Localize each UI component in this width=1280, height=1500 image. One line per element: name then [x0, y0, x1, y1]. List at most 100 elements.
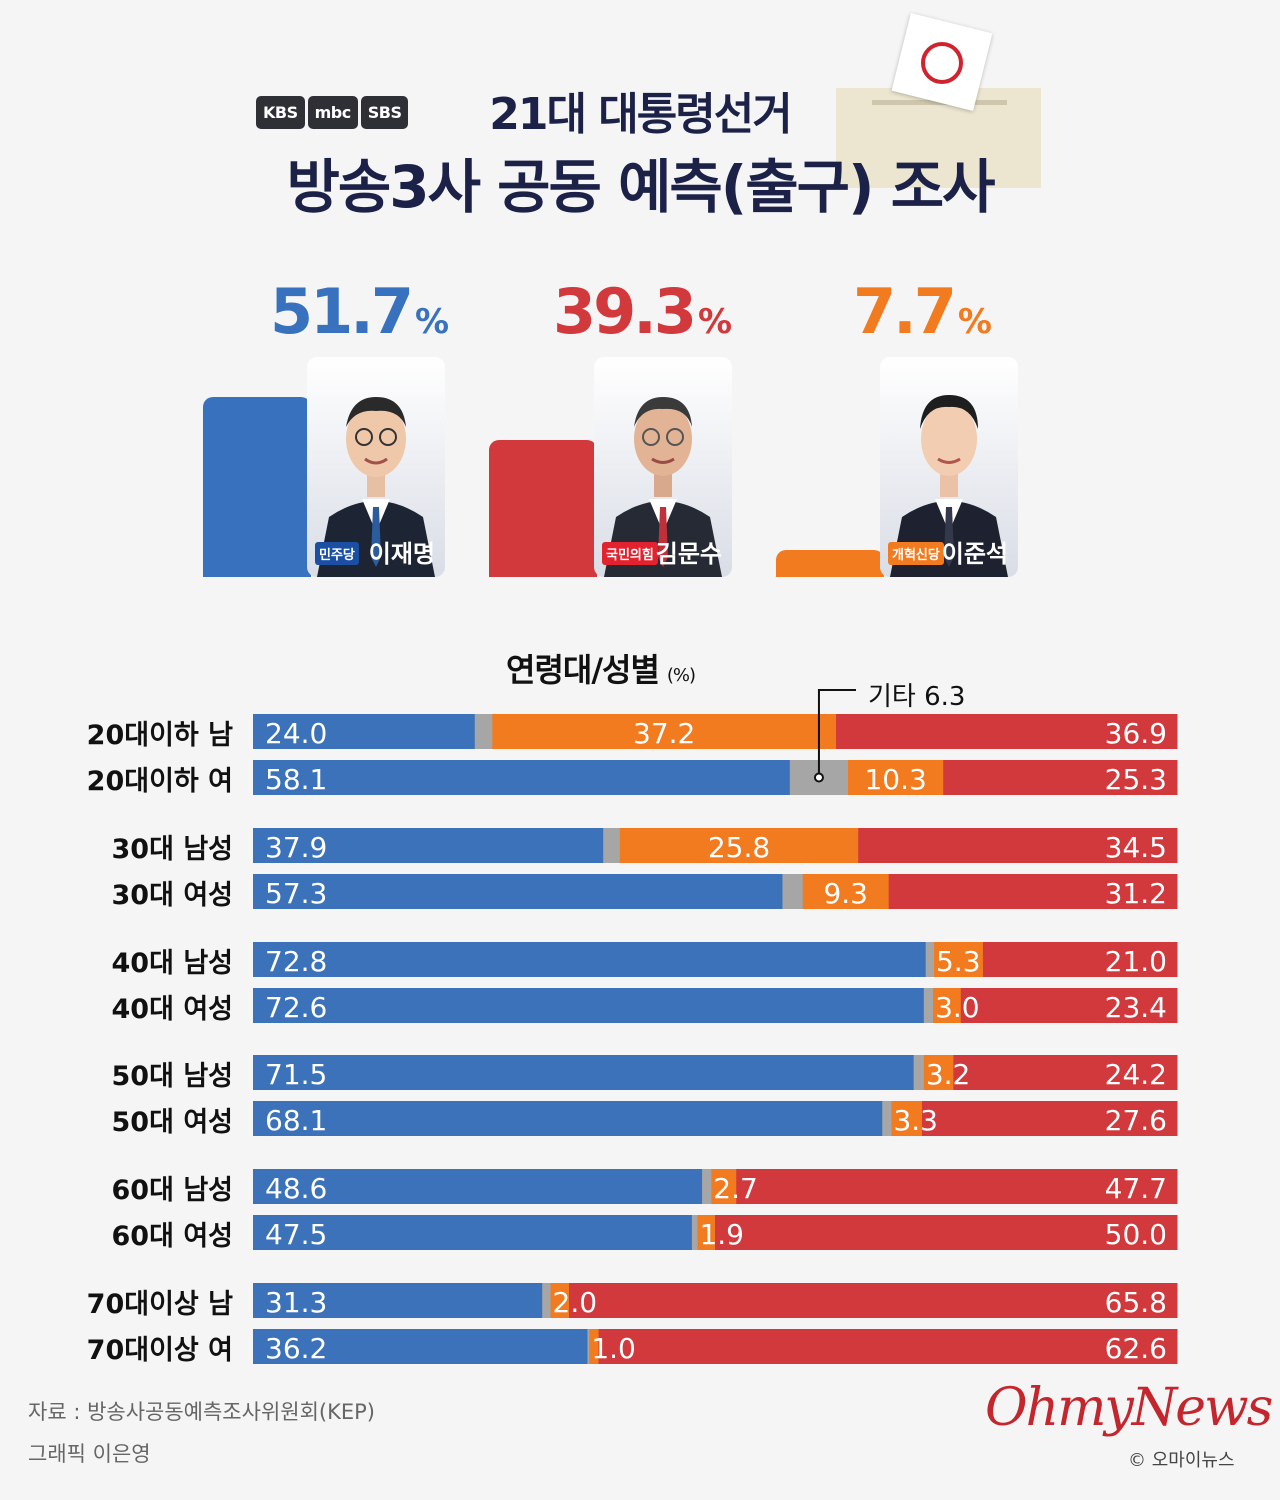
value-label-lee-js: 3.2 — [926, 1058, 971, 1091]
bar-lee-js-segment — [933, 988, 962, 1023]
bar-kim-segment — [888, 874, 1178, 909]
bar-lee-segment — [253, 1215, 693, 1250]
broadcaster-logos: KBS mbc SBS — [256, 96, 409, 129]
other-callout-line — [817, 689, 856, 778]
value-label-lee: 57.3 — [265, 877, 327, 910]
other-callout-label: 기타 6.3 — [868, 682, 966, 712]
bar-lee-segment — [253, 1055, 915, 1090]
value-label-lee: 72.8 — [265, 945, 327, 978]
value-label-lee: 71.5 — [265, 1058, 327, 1091]
candidate-3-percent-unit: % — [957, 302, 992, 342]
kbs-logo: KBS — [256, 96, 305, 129]
category-label: 20대이하 여 — [87, 766, 233, 797]
category-label: 60대 남성 — [112, 1175, 234, 1206]
value-label-kim: 36.9 — [1105, 717, 1167, 750]
bar-kim-segment — [943, 760, 1178, 795]
value-label-kim: 23.4 — [1105, 991, 1167, 1024]
value-label-kim: 34.5 — [1105, 831, 1167, 864]
candidate-3-percent-value: 7.7 — [853, 275, 957, 348]
bar-kim-segment — [921, 1101, 1178, 1136]
source-note: 자료 : 방송사공동예측조사위원회(KEP) — [28, 1400, 375, 1424]
bar-lee-js-segment — [923, 1055, 954, 1090]
candidate-1-percent: 51.7% — [270, 275, 449, 348]
candidate-1-photo: 민주당 이재명 — [307, 357, 445, 577]
bar-lee-js-segment — [492, 714, 837, 749]
bar-lee-segment — [253, 714, 476, 749]
bar-other-segment — [603, 828, 621, 863]
stacked-bar-chart: 20대이하 남 24.0 37.2 36.9 20대이하 여 58.1 10.3 25.3 30… — [87, 689, 1178, 1366]
party-badge: 민주당 — [315, 542, 359, 565]
bar-lee-js-segment — [550, 1283, 570, 1318]
value-label-lee: 36.2 — [265, 1332, 327, 1365]
bar-other-segment — [923, 988, 934, 1023]
bar-lee-segment — [253, 1329, 588, 1364]
category-label: 60대 여성 — [112, 1221, 234, 1252]
value-label-lee: 37.9 — [265, 831, 327, 864]
bar-lee-segment — [253, 874, 783, 909]
candidate-2-name: 김문수 — [655, 540, 722, 568]
bar-other-segment — [474, 714, 493, 749]
bar-other-segment — [782, 874, 804, 909]
value-label-lee-js: 2.7 — [713, 1172, 758, 1205]
other-callout-dot — [813, 772, 824, 783]
page-subtitle: 방송3사 공동 예측(출구) 조사 — [286, 153, 996, 221]
chart-title: 연령대/성별 (%) — [506, 645, 696, 691]
candidate-1-percent-unit: % — [414, 302, 450, 342]
value-label-kim: 25.3 — [1105, 763, 1167, 796]
value-label-lee-js: 3.0 — [935, 991, 980, 1024]
value-label-lee: 24.0 — [265, 717, 327, 750]
copyright-note: © 오마이뉴스 — [1128, 1450, 1235, 1471]
page-title: 21대 대통령선거 — [489, 89, 792, 140]
value-label-lee-js: 2.0 — [553, 1286, 598, 1319]
candidate-1-name: 이재명 — [368, 540, 435, 568]
bar-lee-js-segment — [848, 760, 944, 795]
bar-lee-segment — [253, 1101, 883, 1136]
value-label-lee-js: 25.8 — [708, 831, 770, 864]
graphic-credit: 그래픽 이은영 — [28, 1442, 151, 1466]
bar-other-segment — [913, 1055, 925, 1090]
bar-kim-segment — [836, 714, 1178, 749]
value-label-lee-js: 5.3 — [936, 945, 981, 978]
bar-kim-segment — [858, 828, 1178, 863]
candidate-2-vote-bar — [489, 440, 597, 577]
value-label-lee: 47.5 — [265, 1218, 327, 1251]
sbs-logo: SBS — [360, 96, 409, 129]
bar-kim-segment — [715, 1215, 1178, 1250]
value-label-lee-js: 9.3 — [823, 877, 868, 910]
bar-lee-js-segment — [589, 1329, 600, 1364]
category-label: 70대이상 남 — [87, 1289, 233, 1320]
bar-lee-js-segment — [891, 1101, 923, 1136]
category-label: 40대 여성 — [112, 994, 234, 1025]
value-label-lee-js: 1.0 — [591, 1332, 636, 1365]
bar-other-segment — [702, 1169, 712, 1204]
bar-kim-segment — [982, 942, 1178, 977]
value-label-kim: 31.2 — [1105, 877, 1167, 910]
candidate-3-name: 이준석 — [941, 540, 1008, 568]
category-label: 40대 남성 — [112, 948, 234, 979]
candidate-1-percent-value: 51.7 — [270, 275, 414, 348]
candidate-2-photo: 국민의힘 김문수 — [594, 357, 732, 577]
party-badge: 국민의힘 — [602, 542, 658, 565]
bar-lee-segment — [253, 828, 604, 863]
bar-lee-js-segment — [802, 874, 890, 909]
chart-title-text: 연령대/성별 — [506, 651, 660, 689]
value-label-lee: 58.1 — [265, 763, 327, 796]
bar-other-segment — [542, 1283, 552, 1318]
mbc-logo: mbc — [307, 96, 358, 129]
value-label-lee-js: 10.3 — [864, 763, 926, 796]
bar-kim-segment — [736, 1169, 1178, 1204]
candidate-3-percent: 7.7% — [853, 275, 992, 348]
candidate-1-vote-bar — [203, 397, 311, 577]
value-label-kim: 62.6 — [1105, 1332, 1167, 1365]
bar-lee-js-segment — [933, 942, 984, 977]
category-label: 50대 남성 — [112, 1061, 234, 1092]
candidate-3-vote-bar — [776, 550, 884, 577]
value-label-lee-js: 1.9 — [699, 1218, 744, 1251]
ohmynews-logo: OhmyNews — [985, 1378, 1273, 1438]
value-label-kim: 65.8 — [1105, 1286, 1167, 1319]
value-label-lee-js: 37.2 — [633, 717, 695, 750]
chart-unit: (%) — [666, 665, 696, 686]
bar-lee-segment — [253, 1283, 543, 1318]
candidate-3-photo: 개혁신당 이준석 — [880, 357, 1018, 577]
bar-lee-js-segment — [697, 1215, 716, 1250]
